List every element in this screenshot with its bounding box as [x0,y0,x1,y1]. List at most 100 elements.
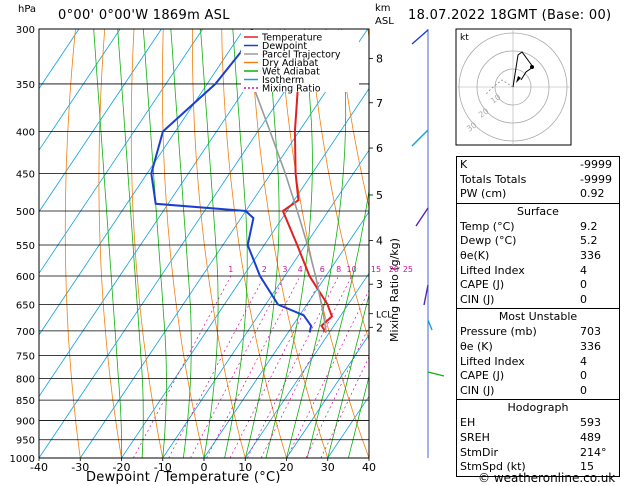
legend-label: Dry Adiabat [262,58,319,69]
table-row: PW (cm) 0.92 [460,187,616,202]
parcel-trajectory-line [240,51,327,333]
table-row: Dewp (°C) 5.2 [460,234,616,249]
table-row-value: 593 [580,416,601,430]
km-unit: km [375,3,391,14]
table-row-label: Lifted Index [460,354,525,368]
km-tick-label: 5 [376,189,383,202]
most-unstable-title: Most Unstable [498,310,578,324]
table-row-value: 4 [580,354,587,368]
table-row: StmDir 214° [460,446,616,461]
table-row-label: StmSpd (kt) [460,460,526,474]
table-row-value: 9.2 [580,219,598,233]
temperature-tick-label: -40 [30,461,48,474]
pressure-tick-label: 650 [16,301,35,312]
datetime-title: 18.07.2022 18GMT (Base: 00) [408,8,612,23]
table-row: CIN (J) 0 [460,293,616,308]
table-row-value: 489 [580,430,601,444]
pressure-tick-label: 950 [16,436,35,447]
wind-barb [427,371,445,377]
table-row-value: 4 [580,263,587,277]
legend-label: Temperature [261,33,322,44]
mixing-ratio-label: 3 [282,265,287,274]
temperature-tick-label: -20 [113,461,131,474]
surface-title: Surface [517,204,559,218]
table-row-label: Pressure (mb) [460,325,537,339]
wind-barb [427,319,433,331]
table-row-label: Totals Totals [460,172,527,186]
wind-barb [411,129,429,147]
table-row: CAPE (J) 0 [460,278,616,293]
mixing-ratio-label: 6 [320,265,325,274]
mixing-ratio-label: 8 [336,265,341,274]
table-row-label: Temp (°C) [460,219,515,233]
table-row-label: θe (K) [460,339,493,353]
table-row-label: CAPE (J) [460,278,505,292]
table-row: Lifted Index 4 [460,355,616,370]
mixing-ratio-label: 2 [262,265,267,274]
table-row-label: Dewp (°C) [460,234,517,248]
km-tick-label: LCL [376,311,392,321]
mixing-ratio-label: 25 [403,265,413,274]
table-row: Pressure (mb) 703 [460,325,616,340]
table-row-label: Lifted Index [460,263,525,277]
pressure-tick-label: 1000 [10,454,35,465]
table-row: θe (K) 336 [460,340,616,355]
km-tick-label: 8 [376,53,383,66]
location-title: 0°00' 0°00'W 1869m ASL [58,8,230,23]
temperature-tick-label: 10 [238,461,252,474]
table-row: Totals Totals -9999 [460,173,616,188]
legend-label: Dewpoint [262,41,307,52]
pressure-tick-label: 850 [16,396,35,407]
table-row-value: 0 [580,292,587,306]
table-row: StmSpd (kt) 15 [460,460,616,475]
most-unstable-section: Most Unstable Pressure (mb) 703 θe (K) 336 L… [456,309,620,401]
table-row-value: 336 [580,339,601,353]
table-row-value: -9999 [580,172,612,186]
table-row-value: 703 [580,325,601,339]
legend-label: Wet Adiabat [262,67,320,78]
legend-box [241,30,359,92]
temperature-line [281,76,334,333]
table-row: CAPE (J) 0 [460,369,616,384]
temperature-tick-label: 0 [201,461,208,474]
temperature-tick-label: -10 [154,461,172,474]
km-tick-label: 4 [376,234,383,247]
pressure-tick-label: 550 [16,241,35,252]
km-tick-label: 6 [376,142,383,155]
pressure-tick-label: 700 [16,327,35,338]
table-row-label: PW (cm) [460,187,507,201]
pressure-tick-label: 350 [16,80,35,91]
table-row-value: 336 [580,248,601,262]
dewpoint-line [150,29,313,333]
asl-unit: ASL [375,16,394,27]
legend-label: Mixing Ratio [262,84,321,95]
table-row-label: SREH [460,430,490,444]
table-row-value: 15 [580,460,594,474]
mixing-ratio-label: 1 [228,265,233,274]
hodograph-title: Hodograph [507,401,569,415]
mixing-ratio-label: 15 [371,265,381,274]
temperature-tick-label: 20 [280,461,294,474]
pressure-tick-label: 500 [16,207,35,218]
table-row-value: 0 [580,369,587,383]
table-row-value: 0 [580,278,587,292]
km-tick-label: 3 [376,278,383,291]
table-row-value: 0.92 [580,187,605,201]
pressure-tick-label: 600 [16,272,35,283]
x-axis-title: Dewpoint / Temperature (°C) [86,470,281,485]
pressure-tick-label: 800 [16,374,35,385]
hpa-unit: hPa [18,4,37,15]
table-row-value: 0 [580,383,587,397]
table-row-label: EH [460,416,476,430]
wind-barb [411,29,429,45]
legend-label: Parcel Trajectory [262,50,341,61]
legend-label: Isotherm [262,75,304,86]
credit: © weatheronline.co.uk [478,471,616,485]
km-tick-label: 2 [376,321,383,334]
mixing-ratio-label: 10 [347,265,357,274]
wind-barb [423,284,429,306]
hodograph-section: Hodograph EH 593 SREH 489 StmDir 214° StmSpd (… [456,400,620,477]
table-row-label: θe(K) [460,248,490,262]
table-row: K -9999 [460,158,616,173]
